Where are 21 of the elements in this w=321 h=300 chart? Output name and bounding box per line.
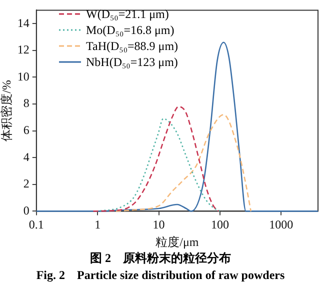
x-tick-label: 10 [152,218,165,232]
legend-label: NbH(D₅₀=123 μm) [86,54,178,70]
y-tick-label: 0 [23,203,30,218]
caption: Fig. 2 Particle size distribution of raw powders [35,267,286,284]
y-tick-label: 6 [23,122,30,137]
y-tick-label: 10 [17,69,30,84]
x-axis-title: 粒度/μm [156,234,200,249]
x-tick-label: 1 [94,218,101,232]
y-tick-label: 4 [23,150,30,164]
legend-label: TaH(D₅₀=88.9 μm) [86,38,178,54]
y-tick-label: 12 [17,42,30,57]
caption: 图 2 原料粉末的粒径分布 [89,250,232,267]
legend-label: W(D₅₀=21.1 μm) [86,6,169,22]
legend-label: Mo(D₅₀=16.8 μm) [86,22,174,38]
y-axis-title: 体积密度/% [0,80,14,142]
y-tick-label: 2 [23,176,30,191]
x-tick-label: 100 [210,218,229,232]
x-tick-label: 1000 [269,218,294,232]
x-tick-label: 0.1 [28,218,44,232]
y-tick-label: 8 [23,96,30,110]
y-tick-label: 14 [17,16,30,30]
